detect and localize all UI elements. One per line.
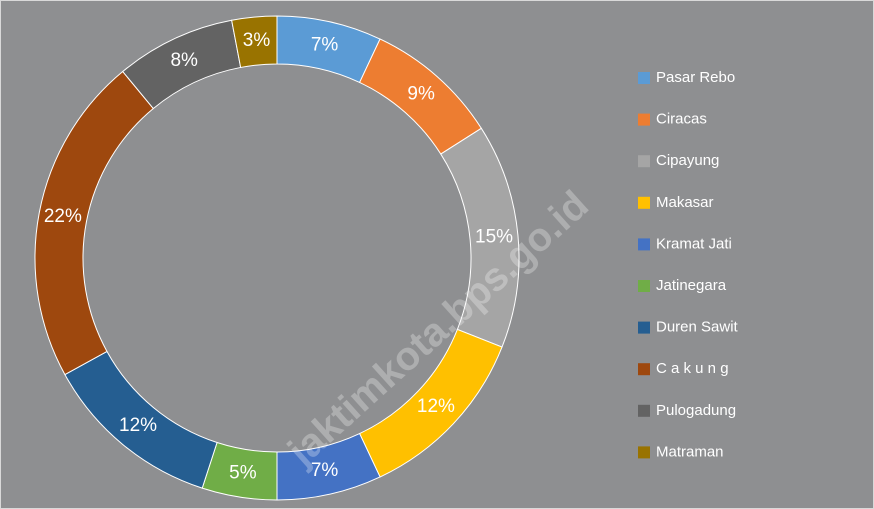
legend-label: Ciracas <box>656 111 707 128</box>
legend-label: Pulogadung <box>656 402 736 419</box>
legend-label: Duren Sawit <box>656 319 739 336</box>
data-label: 7% <box>311 460 339 481</box>
legend-label: Cipayung <box>656 152 719 169</box>
legend-label: Pasar Rebo <box>656 69 735 86</box>
legend-swatch <box>638 72 650 84</box>
data-label: 22% <box>44 206 82 227</box>
legend-swatch <box>638 321 650 334</box>
legend-label: Makasar <box>656 194 714 211</box>
legend-swatch <box>638 113 650 126</box>
legend-label: Jatinegara <box>656 277 727 294</box>
data-label: 5% <box>229 462 257 483</box>
legend-swatch <box>638 363 650 376</box>
data-label: 9% <box>407 83 435 104</box>
legend-label: Matraman <box>656 443 724 460</box>
data-label: 12% <box>417 396 455 417</box>
legend-swatch <box>638 280 650 292</box>
data-label: 12% <box>119 415 157 436</box>
legend-swatch <box>638 404 650 417</box>
legend-swatch <box>638 446 650 459</box>
slice <box>231 15 278 69</box>
data-label: 15% <box>475 227 513 248</box>
legend-swatch <box>638 238 650 251</box>
legend-swatch <box>638 155 650 168</box>
data-label: 7% <box>311 34 339 55</box>
legend-label: C a k u n g <box>656 360 729 377</box>
data-label: 8% <box>170 50 198 71</box>
legend-swatch <box>638 196 650 209</box>
data-label: 3% <box>243 30 271 51</box>
legend-label: Kramat Jati <box>656 235 732 252</box>
